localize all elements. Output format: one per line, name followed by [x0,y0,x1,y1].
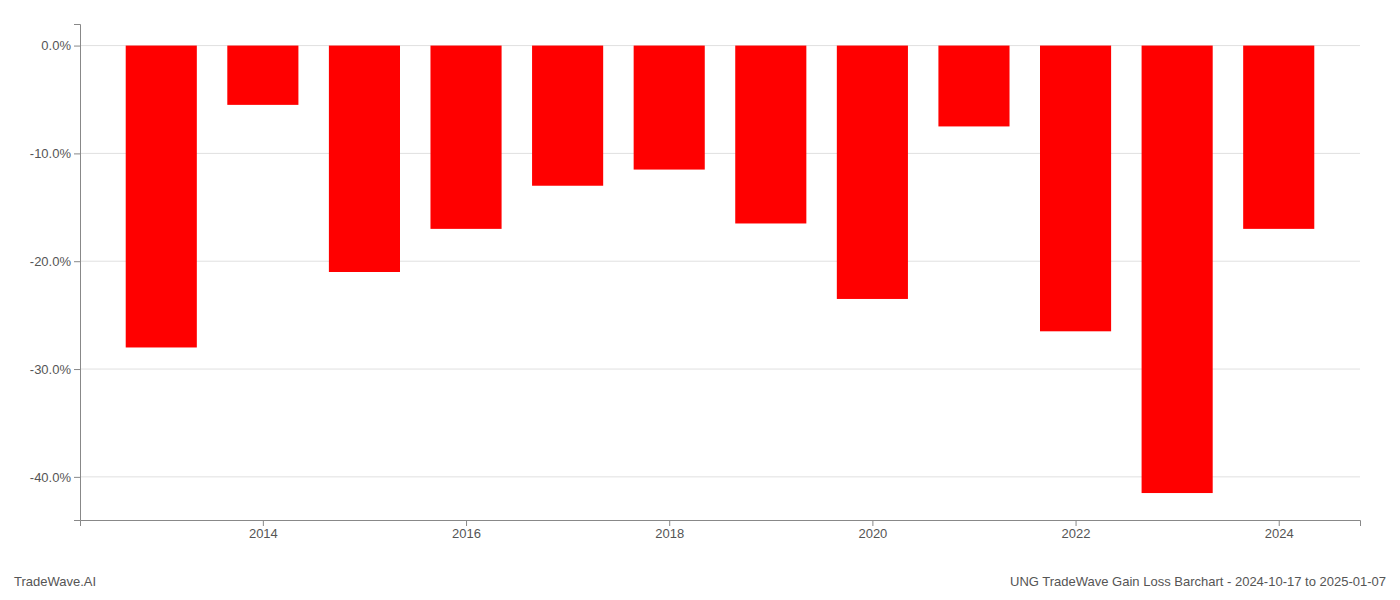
y-axis-line [74,25,81,521]
y-tick-label: -20.0% [30,254,72,269]
x-tick: 2014 [249,520,278,541]
y-tick: -30.0% [30,362,80,377]
x-tick-label: 2014 [249,526,278,541]
x-tick: 2020 [858,520,887,541]
y-tick-label: 0.0% [41,38,71,53]
x-tick-label: 2022 [1062,526,1091,541]
x-tick: 2016 [452,520,481,541]
bars [126,46,1315,493]
bar [837,46,908,299]
y-tick-label: -10.0% [30,146,72,161]
title: UNG TradeWave Gain Loss Barchart - 2024-… [1010,574,1386,589]
y-tick: -20.0% [30,254,80,269]
x-tick-mark [1076,520,1077,526]
watermark: TradeWave.AI [14,574,96,589]
y-tick-label: -30.0% [30,362,72,377]
bar [634,46,705,170]
x-tick-mark [669,520,670,526]
x-axis: 2014 2016 2018 2020 2022 2024 [81,520,1361,541]
y-tick-mark [74,46,80,47]
y-tick-label: -40.0% [30,470,72,485]
bar [126,46,197,348]
bar [938,46,1009,127]
bar [430,46,501,229]
bar [1243,46,1314,229]
x-tick-label: 2018 [655,526,684,541]
y-tick: -40.0% [30,470,80,485]
chart: 2014 2016 2018 2020 2022 2024 0.0% -10.0% -20.0%… [0,0,1400,600]
y-tick: 0.0% [41,38,80,53]
y-tick-mark [74,261,80,262]
plot: 2014 2016 2018 2020 2022 2024 0.0% -10.0% -20.0%… [30,25,1361,542]
x-tick-label: 2016 [452,526,481,541]
bar [329,46,400,272]
bar [532,46,603,186]
bar [1142,46,1213,493]
x-tick: 2022 [1062,520,1091,541]
bar [227,46,298,105]
y-tick-mark [74,369,80,370]
x-tick: 2024 [1265,520,1294,541]
bar [1040,46,1111,332]
y-tick: -10.0% [30,146,80,161]
y-tick-mark [74,477,80,478]
y-tick-mark [74,153,80,154]
x-tick-label: 2020 [858,526,887,541]
x-tick-mark [872,520,873,526]
y-axis: 0.0% -10.0% -20.0% -30.0% -40.0% [30,25,81,521]
x-axis-line [81,521,1361,527]
bar [735,46,806,224]
x-tick-mark [1279,520,1280,526]
x-tick-mark [263,520,264,526]
x-tick-label: 2024 [1265,526,1294,541]
x-tick: 2018 [655,520,684,541]
x-tick-mark [466,520,467,526]
